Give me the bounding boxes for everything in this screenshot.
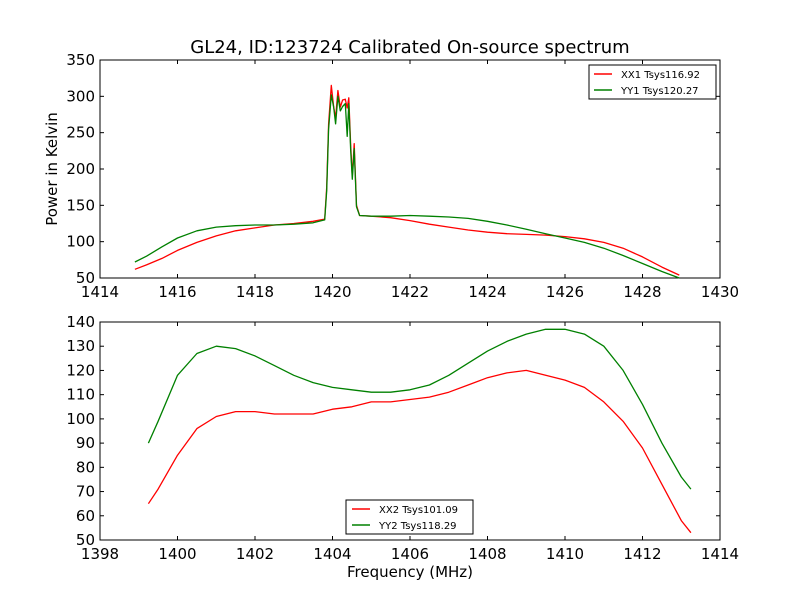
bottom-y-tick-label: 60 bbox=[76, 507, 95, 525]
top-plot-series bbox=[134, 84, 680, 279]
bottom-x-tick-label: 1408 bbox=[468, 545, 506, 563]
bottom-x-tick-label: 1398 bbox=[81, 545, 119, 563]
bottom-y-tick-label: 80 bbox=[76, 458, 95, 476]
top-y-axis-label: Power in Kelvin bbox=[43, 112, 61, 226]
top-legend: XX1 Tsys116.92 YY1 Tsys120.27 bbox=[588, 64, 717, 100]
chart-title: GL24, ID:123724 Calibrated On-source spe… bbox=[190, 37, 629, 58]
bottom-y-tick-label: 50 bbox=[76, 531, 95, 549]
top-y-tick-label: 150 bbox=[66, 196, 95, 214]
bottom-plot-series bbox=[147, 328, 692, 534]
bottom-y-tick-label: 70 bbox=[76, 483, 95, 501]
top-x-tick-label: 1420 bbox=[313, 283, 351, 301]
top-legend-box bbox=[588, 64, 717, 100]
bottom-x-tick-label: 1410 bbox=[546, 545, 584, 563]
bottom-legend-box bbox=[345, 499, 474, 535]
top-x-tick-label: 1414 bbox=[81, 283, 119, 301]
legend-label-yy2: YY2 Tsys118.29 bbox=[378, 521, 457, 532]
top-y-tick-label: 250 bbox=[66, 124, 95, 142]
top-x-tick-label: 1424 bbox=[468, 283, 506, 301]
top-x-tick-label: 1422 bbox=[391, 283, 429, 301]
series-line-yy2 bbox=[147, 328, 692, 490]
top-x-tick-label: 1416 bbox=[158, 283, 196, 301]
bottom-y-tick-label: 110 bbox=[66, 386, 95, 404]
bottom-y-tick-label: 130 bbox=[66, 337, 95, 355]
top-x-tick-label: 1430 bbox=[701, 283, 739, 301]
series-line-yy1 bbox=[134, 94, 680, 279]
bottom-legend: XX2 Tsys101.09 YY2 Tsys118.29 bbox=[345, 499, 474, 535]
top-plot-ticks: 1414 1416 1418 1420 1422 1424 1426 1428 1430 50 10… bbox=[66, 51, 739, 301]
bottom-y-tick-label: 120 bbox=[66, 361, 95, 379]
top-plot: 1414 1416 1418 1420 1422 1424 1426 1428 1430 50 10… bbox=[43, 51, 739, 301]
top-x-tick-label: 1428 bbox=[623, 283, 661, 301]
top-y-tick-label: 200 bbox=[66, 160, 95, 178]
bottom-x-tick-label: 1412 bbox=[623, 545, 661, 563]
bottom-x-tick-label: 1402 bbox=[236, 545, 274, 563]
bottom-x-tick-label: 1404 bbox=[313, 545, 351, 563]
bottom-y-tick-label: 140 bbox=[66, 313, 95, 331]
top-y-tick-label: 100 bbox=[66, 233, 95, 251]
bottom-x-axis-label: Frequency (MHz) bbox=[347, 563, 473, 581]
bottom-plot: 1398 1400 1402 1404 1406 1408 1410 1412 1414 50 60… bbox=[66, 313, 739, 581]
bottom-x-tick-label: 1406 bbox=[391, 545, 429, 563]
top-y-tick-label: 300 bbox=[66, 87, 95, 105]
series-line-xx1 bbox=[134, 84, 680, 276]
top-x-tick-label: 1426 bbox=[546, 283, 584, 301]
legend-label-xx1: XX1 Tsys116.92 bbox=[621, 70, 700, 81]
bottom-x-tick-label: 1400 bbox=[158, 545, 196, 563]
legend-label-xx2: XX2 Tsys101.09 bbox=[379, 505, 458, 516]
bottom-plot-ticks: 1398 1400 1402 1404 1406 1408 1410 1412 1414 50 60… bbox=[66, 313, 739, 563]
series-line-xx2 bbox=[147, 369, 692, 534]
top-y-tick-label: 50 bbox=[76, 269, 95, 287]
bottom-y-tick-label: 100 bbox=[66, 410, 95, 428]
bottom-y-tick-label: 90 bbox=[76, 434, 95, 452]
top-x-tick-label: 1418 bbox=[236, 283, 274, 301]
bottom-x-tick-label: 1414 bbox=[701, 545, 739, 563]
top-y-tick-label: 350 bbox=[66, 51, 95, 69]
legend-label-yy1: YY1 Tsys120.27 bbox=[620, 86, 699, 97]
